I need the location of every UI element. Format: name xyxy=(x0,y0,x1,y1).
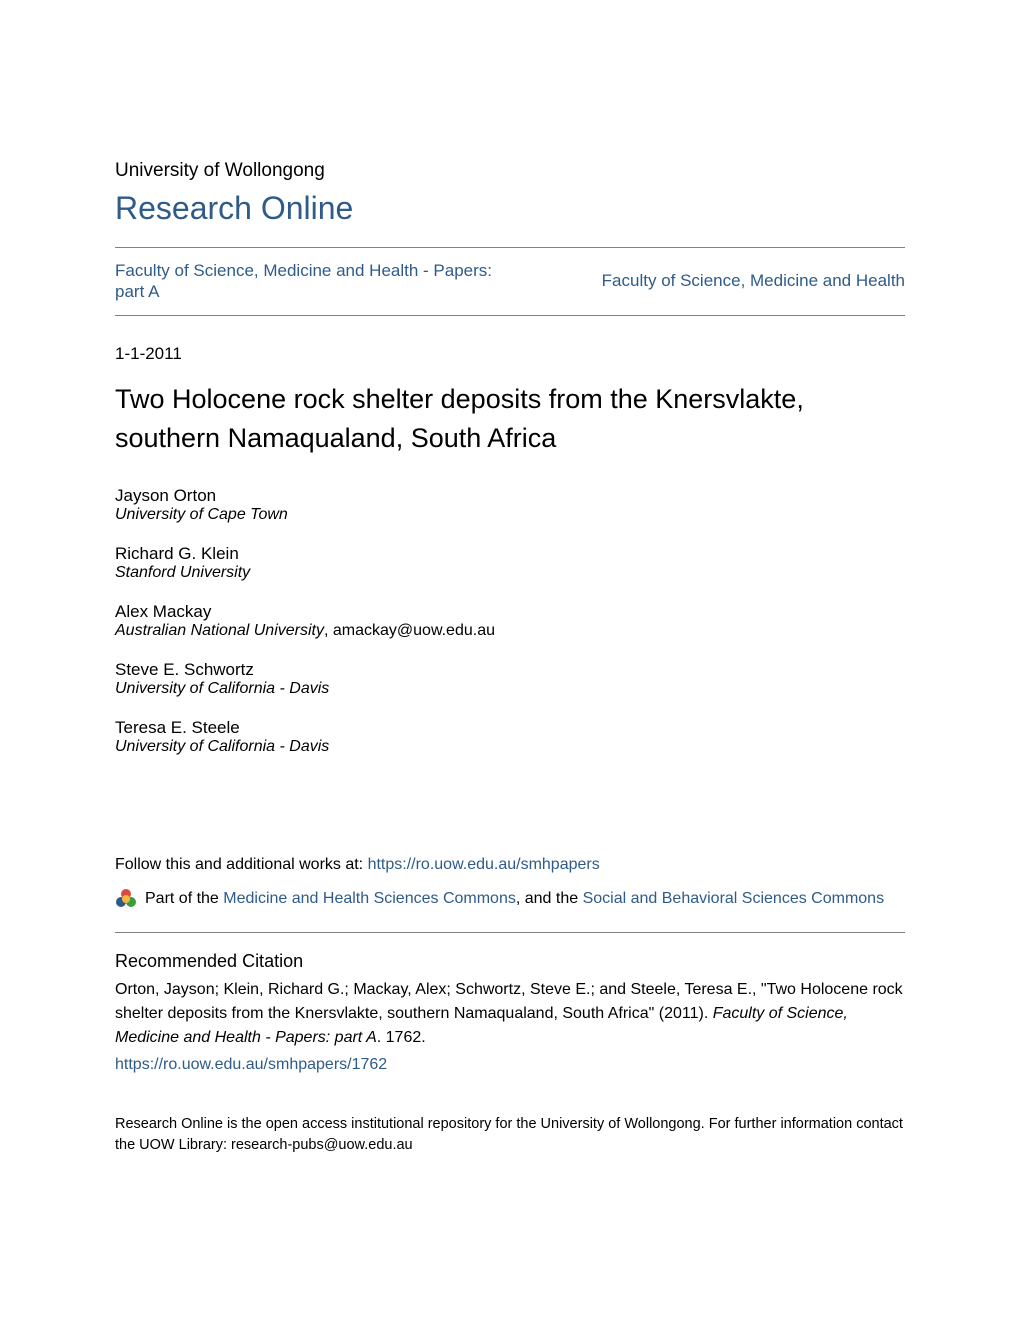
author-affiliation: Stanford University xyxy=(115,564,905,582)
faculty-parent-link[interactable]: Faculty of Science, Medicine and Health xyxy=(602,271,905,291)
repository-footer-text: Research Online is the open access insti… xyxy=(115,1114,905,1155)
follow-works-line: Follow this and additional works at: htt… xyxy=(115,856,905,874)
author-block: Jayson OrtonUniversity of Cape Town xyxy=(115,486,905,524)
citation-text: Orton, Jayson; Klein, Richard G.; Mackay… xyxy=(115,978,905,1050)
partof-prefix: Part of the xyxy=(145,890,223,907)
author-name: Alex Mackay xyxy=(115,602,905,622)
author-block: Teresa E. SteeleUniversity of California… xyxy=(115,718,905,756)
commons-link-1[interactable]: Medicine and Health Sciences Commons xyxy=(223,890,516,907)
citation-heading: Recommended Citation xyxy=(115,951,905,972)
citation-part-2: . 1762. xyxy=(377,1029,426,1046)
partof-joiner: , and the xyxy=(516,890,583,907)
divider xyxy=(115,315,905,316)
author-block: Richard G. KleinStanford University xyxy=(115,544,905,582)
author-affiliation: University of California - Davis xyxy=(115,680,905,698)
follow-works-link[interactable]: https://ro.uow.edu.au/smhpapers xyxy=(368,856,600,873)
paper-title: Two Holocene rock shelter deposits from … xyxy=(115,380,905,458)
author-name: Teresa E. Steele xyxy=(115,718,905,738)
author-affiliation: University of California - Davis xyxy=(115,738,905,756)
author-name: Richard G. Klein xyxy=(115,544,905,564)
follow-prefix: Follow this and additional works at: xyxy=(115,856,368,873)
author-name: Jayson Orton xyxy=(115,486,905,506)
site-name-link[interactable]: Research Online xyxy=(115,190,905,227)
author-affiliation: University of Cape Town xyxy=(115,506,905,524)
divider xyxy=(115,932,905,933)
publication-date: 1-1-2011 xyxy=(115,344,905,364)
faculty-row: Faculty of Science, Medicine and Health … xyxy=(115,248,905,315)
university-name: University of Wollongong xyxy=(115,160,905,182)
author-block: Steve E. SchwortzUniversity of Californi… xyxy=(115,660,905,698)
part-of-row: Part of the Medicine and Health Sciences… xyxy=(115,886,905,919)
author-block: Alex MackayAustralian National Universit… xyxy=(115,602,905,640)
commons-link-2[interactable]: Social and Behavioral Sciences Commons xyxy=(583,890,884,907)
commons-network-icon xyxy=(115,888,137,919)
author-affiliation: Australian National University, amackay@… xyxy=(115,622,905,640)
faculty-collection-link[interactable]: Faculty of Science, Medicine and Health … xyxy=(115,260,510,303)
citation-url-link[interactable]: https://ro.uow.edu.au/smhpapers/1762 xyxy=(115,1056,905,1074)
author-name: Steve E. Schwortz xyxy=(115,660,905,680)
